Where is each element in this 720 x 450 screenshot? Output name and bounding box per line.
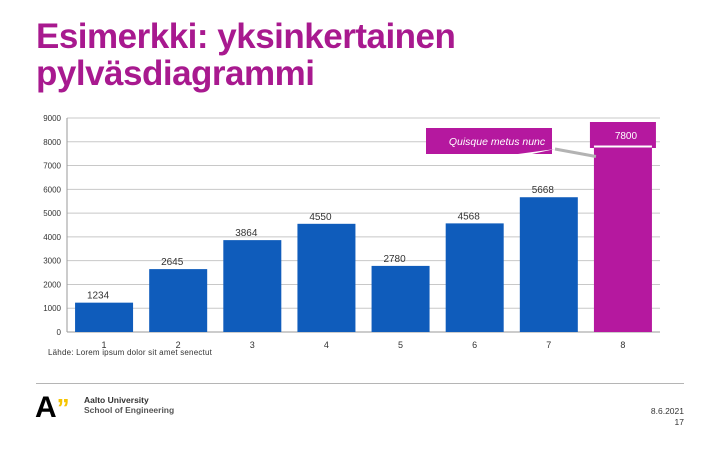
- bar: [149, 269, 208, 332]
- bar: [445, 223, 504, 332]
- y-tick-label: 2000: [43, 280, 61, 289]
- slide-title: Esimerkki: yksinkertainen pylväsdiagramm…: [36, 18, 596, 92]
- x-tick-label: 4: [324, 340, 329, 350]
- bar: [593, 146, 652, 332]
- slide-title-line1: Esimerkki: yksinkertainen: [36, 17, 456, 56]
- x-tick-label: 6: [472, 340, 477, 350]
- slide-page-number: 17: [674, 417, 684, 427]
- y-tick-label: 1000: [43, 304, 61, 313]
- aalto-logo-quote: ”: [56, 393, 70, 423]
- data-label: 4568: [458, 211, 481, 222]
- callout-text: Quisque metus nunc: [449, 136, 546, 148]
- callout-box: [426, 128, 555, 154]
- y-tick-label: 8000: [43, 138, 61, 147]
- data-label: 2780: [383, 254, 406, 265]
- y-tick-label: 6000: [43, 185, 61, 194]
- callout-connector: [554, 147, 597, 159]
- bar: [371, 265, 430, 332]
- logo-text: Aalto University School of Engineering: [84, 395, 174, 415]
- y-tick-label: 0: [57, 328, 62, 337]
- data-label: 2645: [161, 257, 184, 268]
- aalto-logo-icon: A”: [35, 391, 70, 424]
- x-tick-label: 5: [398, 340, 403, 350]
- slide-date: 8.6.2021: [650, 406, 684, 416]
- y-tick-label: 4000: [43, 233, 61, 242]
- footer-divider: [36, 383, 684, 384]
- y-tick-label: 7000: [43, 162, 61, 171]
- logo-university-name: Aalto University: [84, 395, 149, 405]
- bar: [519, 197, 578, 332]
- y-tick-label: 3000: [43, 257, 61, 266]
- x-tick-label: 7: [546, 340, 551, 350]
- bar: [297, 223, 356, 332]
- slide-title-line2: pylväsdiagrammi: [36, 54, 315, 93]
- data-label: 4550: [309, 212, 332, 223]
- data-label: 7800: [615, 131, 638, 142]
- bar: [223, 240, 282, 332]
- data-label: 1234: [87, 291, 110, 302]
- y-tick-label: 9000: [43, 114, 61, 123]
- x-tick-label: 2: [176, 340, 181, 350]
- bar: [75, 302, 134, 332]
- y-tick-label: 5000: [43, 209, 61, 218]
- source-note: Lähde: Lorem ipsum dolor sit amet senect…: [48, 348, 213, 357]
- x-tick-label: 1: [102, 340, 107, 350]
- data-label: 5668: [532, 185, 555, 196]
- x-tick-label: 3: [250, 340, 255, 350]
- highlight-label-box: [589, 122, 656, 148]
- data-label: 3864: [235, 228, 258, 239]
- slide-footer-meta: 8.6.2021 17: [651, 406, 684, 428]
- aalto-logo-letter: A: [35, 391, 57, 424]
- x-tick-label: 8: [620, 340, 625, 350]
- logo-school-name: School of Engineering: [84, 405, 175, 415]
